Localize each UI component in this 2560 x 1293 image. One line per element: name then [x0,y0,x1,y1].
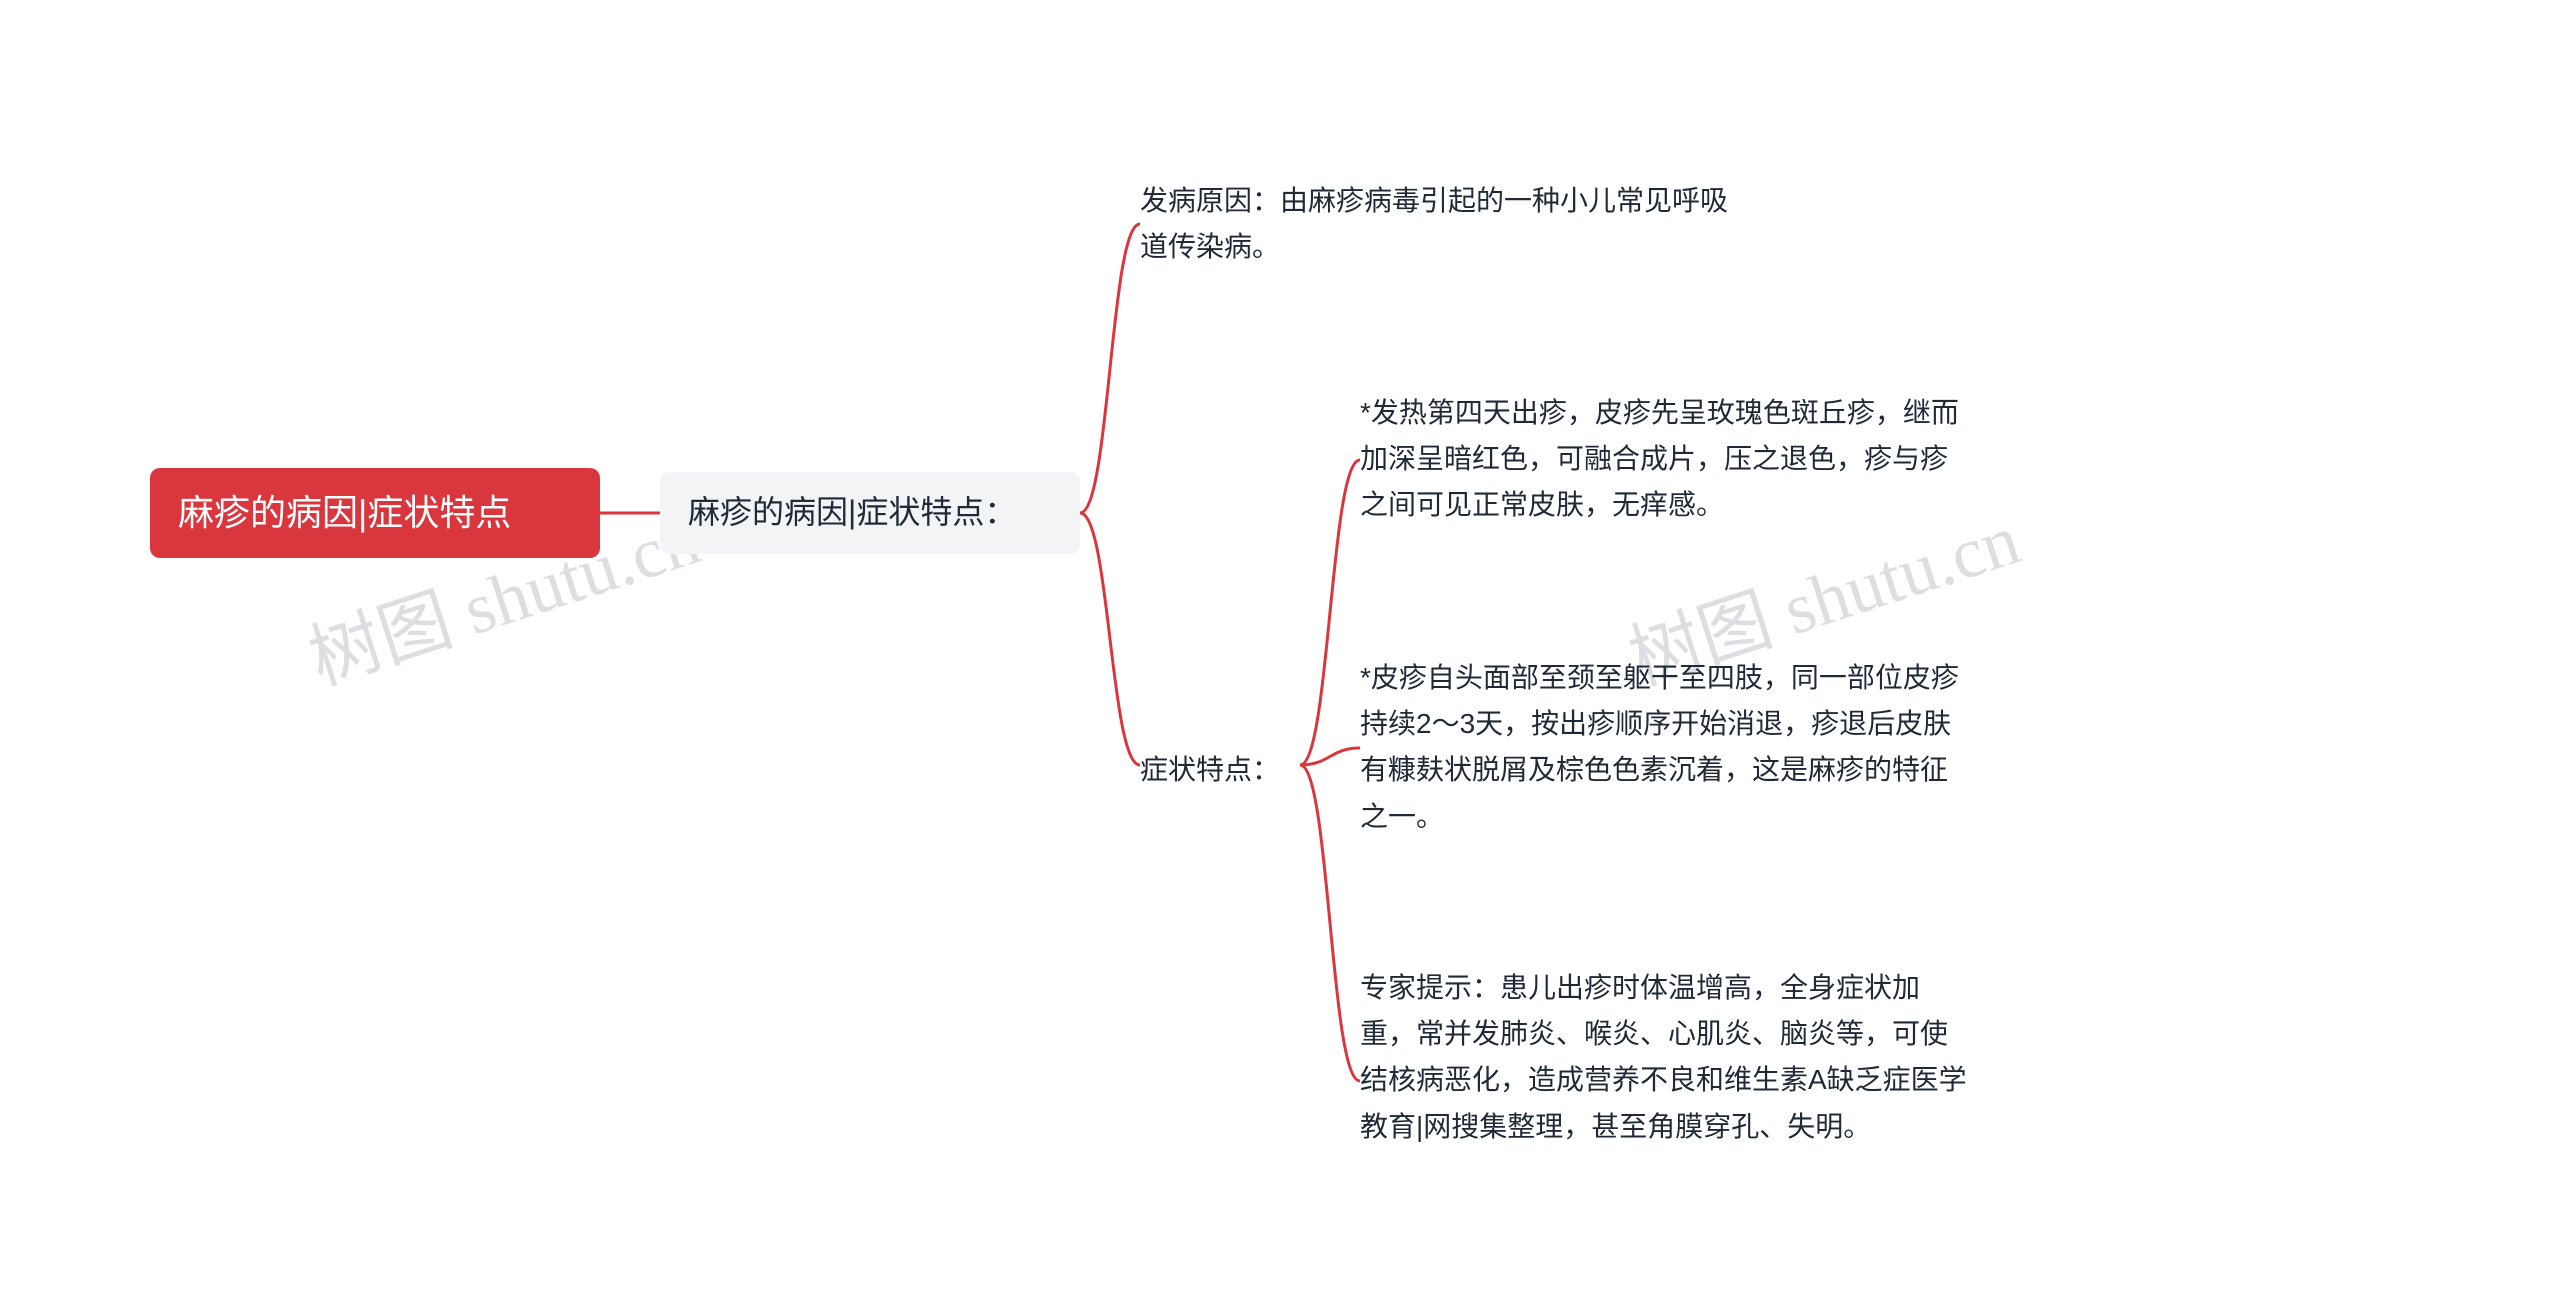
root-label: 麻疹的病因|症状特点 [178,484,511,542]
leaf-symptom-3[interactable]: 专家提示：患儿出疹时体温增高，全身症状加重，常并发肺炎、喉炎、心肌炎、脑炎等，可… [1360,965,1970,1150]
branch-node-1[interactable]: 麻疹的病因|症状特点： [660,472,1080,554]
leaf-cause[interactable]: 发病原因：由麻疹病毒引起的一种小儿常见呼吸道传染病。 [1140,178,1750,270]
leaf-symptom-1-text: *发热第四天出疹，皮疹先呈玫瑰色斑丘疹，继而加深呈暗红色，可融合成片，压之退色，… [1360,390,1970,529]
leaf-symptom-label[interactable]: 症状特点： [1140,740,1300,801]
leaf-symptom-2-text: *皮疹自头面部至颈至躯干至四肢，同一部位皮疹持续2～3天，按出疹顺序开始消退，疹… [1360,655,1970,840]
leaf-symptom-3-text: 专家提示：患儿出疹时体温增高，全身症状加重，常并发肺炎、喉炎、心肌炎、脑炎等，可… [1360,965,1970,1150]
mindmap-canvas: 树图 shutu.cn 树图 shutu.cn 麻疹的病因|症状特点 麻疹的病因… [0,0,2560,1293]
leaf-symptom-2[interactable]: *皮疹自头面部至颈至躯干至四肢，同一部位皮疹持续2～3天，按出疹顺序开始消退，疹… [1360,655,1970,840]
branch-label-1: 麻疹的病因|症状特点： [688,487,1016,538]
leaf-cause-text: 发病原因：由麻疹病毒引起的一种小儿常见呼吸道传染病。 [1140,178,1750,270]
leaf-symptom-label-text: 症状特点： [1140,748,1280,793]
leaf-symptom-1[interactable]: *发热第四天出疹，皮疹先呈玫瑰色斑丘疹，继而加深呈暗红色，可融合成片，压之退色，… [1360,390,1970,529]
root-node[interactable]: 麻疹的病因|症状特点 [150,468,600,558]
